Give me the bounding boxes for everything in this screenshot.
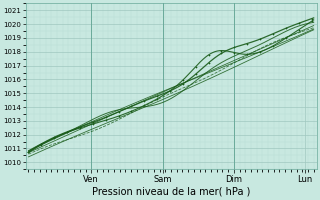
X-axis label: Pression niveau de la mer( hPa ): Pression niveau de la mer( hPa ) <box>92 187 250 197</box>
